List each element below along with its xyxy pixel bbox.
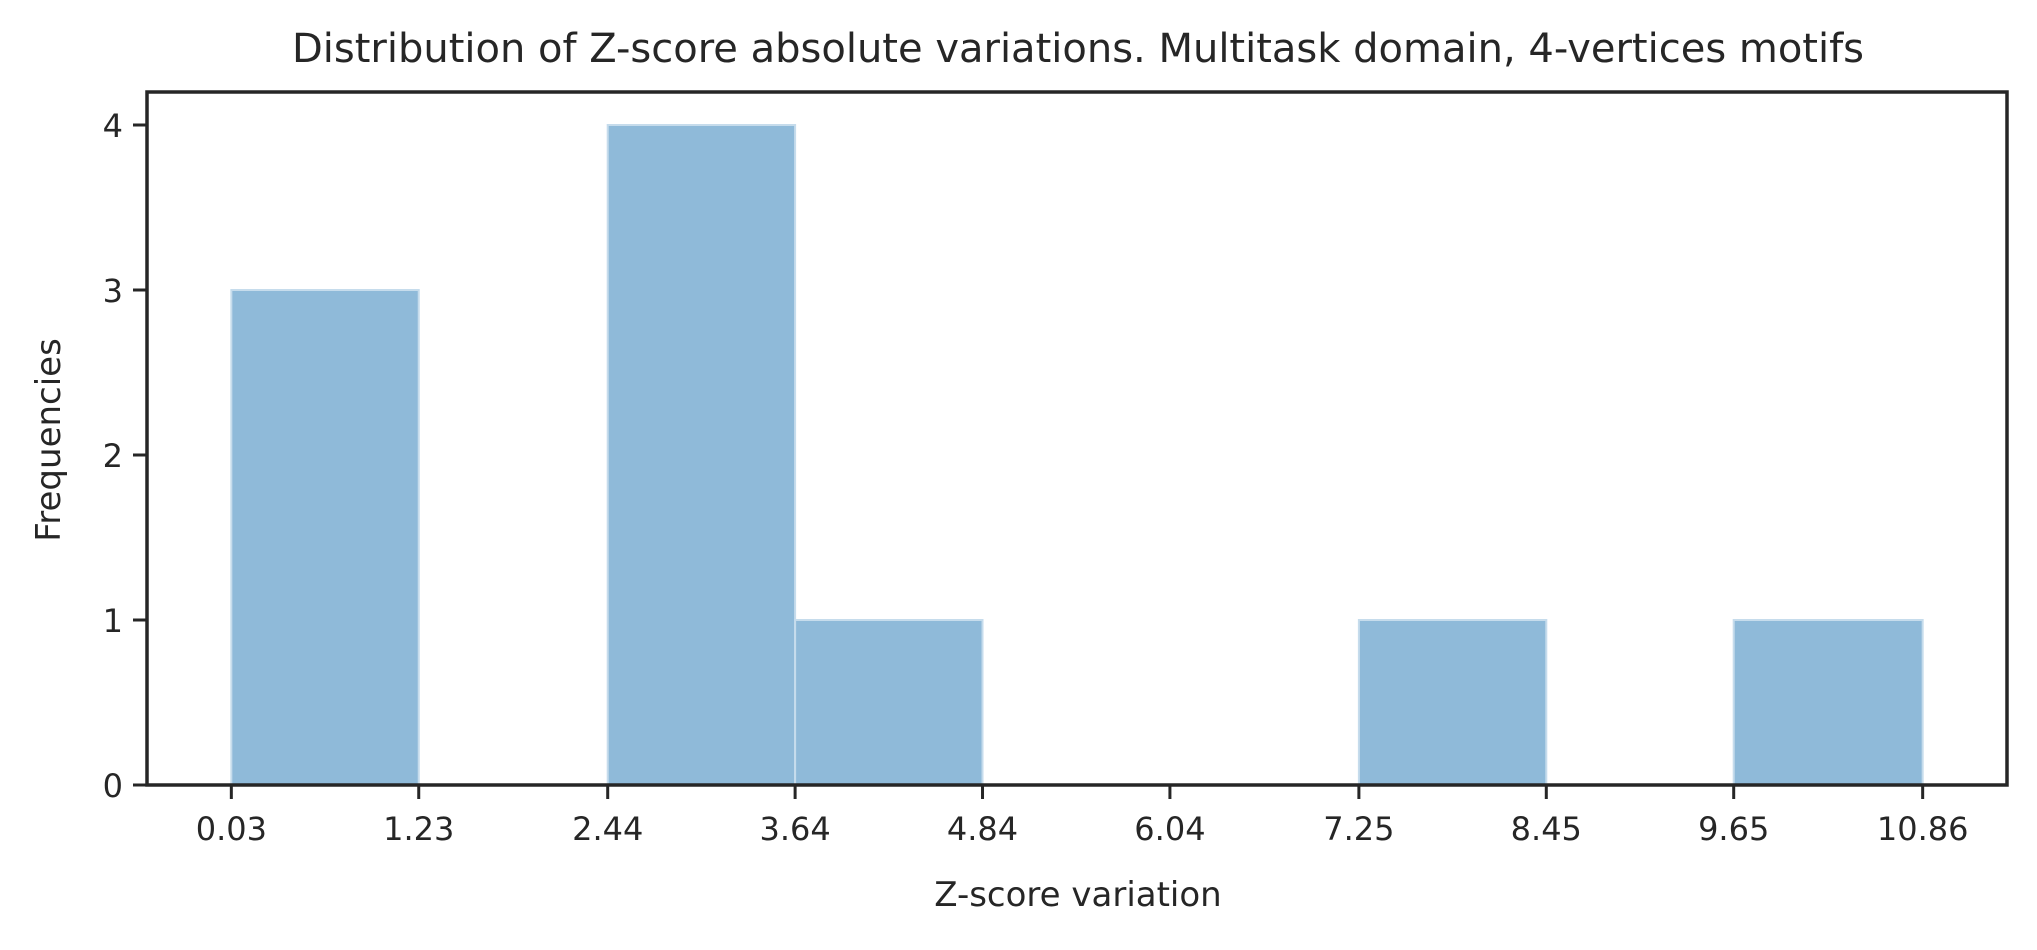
histogram-bar-2 [606,124,797,786]
histogram-bar-0 [230,289,420,786]
x-tick-label-1: 1.23 [383,810,454,848]
x-tick-label-2: 2.44 [572,810,643,848]
x-tick-label-4: 4.84 [947,810,1018,848]
x-tick-label-9: 10.86 [1877,810,1969,848]
x-axis-label: Z-score variation [934,875,1221,915]
y-axis-ticks: 0 1 2 3 4 [103,107,147,805]
bars-layer [230,124,1924,786]
x-tick-label-5: 6.04 [1134,810,1205,848]
histogram-bar-6 [1357,619,1548,786]
y-tick-label-3: 3 [103,272,123,310]
histogram-bar-8 [1732,619,1924,786]
x-tick-label-0: 0.03 [196,810,267,848]
x-tick-label-3: 3.64 [759,810,830,848]
chart-title: Distribution of Z-score absolute variati… [292,26,1864,72]
plot-frame [145,90,2009,787]
y-tick-label-2: 2 [103,437,123,475]
x-axis-ticks: 0.03 1.23 2.44 3.64 4.84 6.04 7.25 8.45 9.65 10.8… [196,785,1969,848]
y-axis-label: Frequencies [29,338,69,542]
x-tick-label-8: 9.65 [1698,810,1769,848]
y-tick-label-0: 0 [103,767,123,805]
histogram-bar-3 [794,619,984,786]
y-tick-label-1: 1 [103,602,123,640]
y-tick-label-4: 4 [103,107,123,145]
x-tick-label-7: 8.45 [1511,810,1582,848]
x-tick-label-6: 7.25 [1323,810,1394,848]
